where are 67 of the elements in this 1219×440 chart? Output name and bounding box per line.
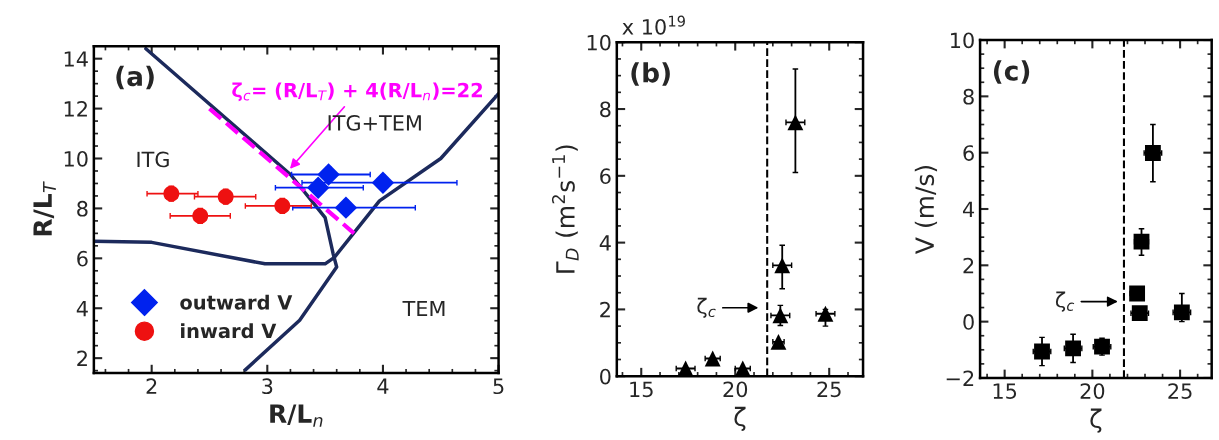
text: x 10$^{19}$ <box>622 15 685 35</box>
x-tick-label: 25 <box>817 381 841 398</box>
y-tick-label: 10 <box>64 150 88 167</box>
x-tick-label: 20 <box>723 381 748 398</box>
annotation: (a) <box>116 65 154 90</box>
point <box>1065 340 1081 357</box>
y-tick-label: 2 <box>963 257 974 274</box>
x-tick-label: 2 <box>146 378 157 394</box>
point <box>704 350 721 367</box>
point <box>734 360 751 377</box>
x-tick-label: 5 <box>493 378 504 395</box>
point <box>1173 304 1190 321</box>
y-tick-label: 6 <box>77 250 88 267</box>
x-tick-label: 3 <box>262 378 273 395</box>
annotation: ζ$_{c}$ <box>1055 291 1075 312</box>
point <box>371 171 395 194</box>
y-tick-label: 0 <box>600 368 611 385</box>
y-tick-label: 10 <box>950 32 974 49</box>
x-tick-label: 20 <box>1080 383 1105 399</box>
y-tick-label: 8 <box>600 101 611 118</box>
annotation: ITG <box>137 151 169 168</box>
annotation: ITG+TEM <box>328 114 421 131</box>
y-tick-label: 8 <box>77 200 88 217</box>
point <box>787 114 804 131</box>
y-tick-label: 12 <box>64 101 87 117</box>
point <box>1129 285 1146 302</box>
y-tick-label: 4 <box>76 300 88 317</box>
annotation: ζ$_{c}$= (R/L$_{T}$) + 4(R/L$_{n}$)=22 <box>232 82 482 102</box>
x-tick-label: 25 <box>1168 383 1192 399</box>
annotation: ζ$_{c}$ <box>697 297 716 318</box>
point <box>770 333 787 350</box>
y-axis-title: V (m/s) <box>914 165 938 254</box>
y-tick-label: 14 <box>64 51 88 67</box>
y-tick-label: −2 <box>946 370 974 386</box>
annotation: (b) <box>631 62 670 86</box>
y-tick-label: 4 <box>962 201 975 217</box>
x-axis-title: ζ <box>1090 408 1102 433</box>
y-tick-label: 8 <box>963 88 974 105</box>
point <box>317 163 340 186</box>
point <box>774 257 791 274</box>
y-axis-title: Γ$_{D}$ (m$^{2}$s$^{−1}$) <box>551 145 579 273</box>
point <box>772 307 789 324</box>
x-axis-title: ζ <box>734 406 746 432</box>
y-axis-title: R/L$_{T}$ <box>33 181 56 236</box>
y-tick-label: 10 <box>587 34 611 51</box>
legend-label: outward V <box>180 294 293 310</box>
point <box>1094 338 1110 355</box>
y-tick-label: 2 <box>77 350 87 367</box>
x-tick-label: 4 <box>377 378 389 394</box>
annotation: TEM <box>402 300 445 317</box>
y-tick-label: 2 <box>600 301 610 318</box>
y-tick-label: 6 <box>963 145 974 161</box>
point <box>306 176 330 199</box>
point <box>334 196 358 219</box>
point <box>1144 145 1161 161</box>
legend-label: inward V <box>181 323 277 339</box>
point <box>1131 305 1148 322</box>
x-tick-label: 15 <box>630 381 653 398</box>
y-tick-label: 0 <box>963 314 974 330</box>
point <box>817 305 834 322</box>
x-tick-label: 15 <box>993 383 1017 399</box>
y-tick-label: 6 <box>600 168 611 185</box>
point <box>1034 343 1050 360</box>
x-axis-title: R/L$_{n}$ <box>270 404 323 427</box>
point <box>677 360 694 377</box>
annotation: (c) <box>993 60 1030 84</box>
y-tick-label: 4 <box>599 235 611 251</box>
